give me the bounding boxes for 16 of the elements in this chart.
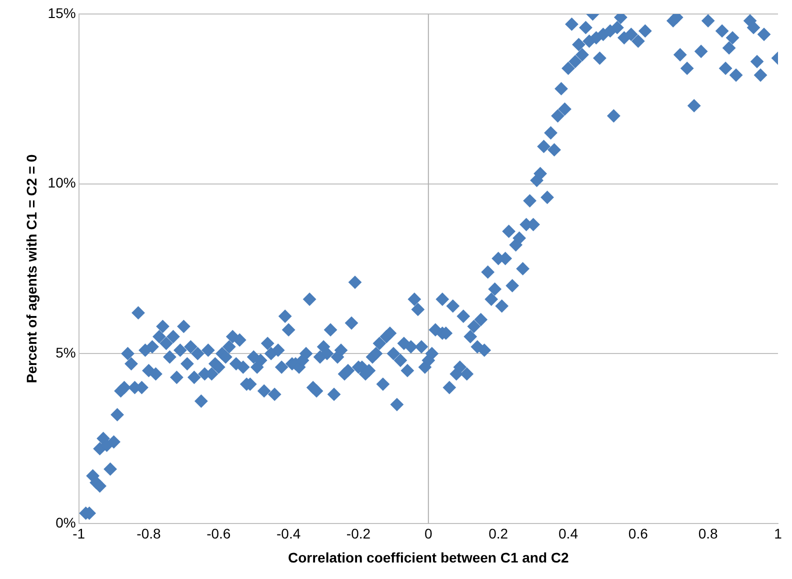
x-tick-label: 0.8 — [698, 526, 718, 542]
x-tick-label: -0.2 — [346, 526, 371, 542]
x-tick-label: -0.4 — [276, 526, 301, 542]
x-tick-label: 0.6 — [628, 526, 648, 542]
y-tick-label: 15% — [48, 4, 76, 21]
x-tick-label: -0.8 — [136, 526, 162, 542]
x-tick-label: 0.4 — [558, 526, 578, 542]
y-axis-title: Percent of agents with C1 = C2 = 0 — [23, 154, 40, 384]
x-tick-label: -0.6 — [206, 526, 231, 542]
x-tick-label: 1 — [774, 526, 782, 542]
x-tick-label: 0 — [424, 526, 433, 542]
y-tick-label: 0% — [56, 514, 76, 530]
x-tick-label: 0.2 — [488, 526, 508, 542]
x-axis-title: Correlation coefficient between C1 and C2 — [288, 549, 570, 566]
y-tick-label: 10% — [48, 174, 76, 191]
y-tick-label: 5% — [56, 344, 76, 360]
